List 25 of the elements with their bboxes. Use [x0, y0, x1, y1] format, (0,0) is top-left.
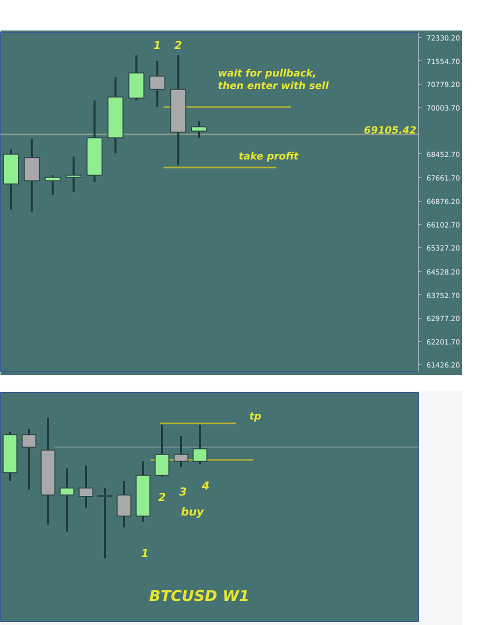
candlestick — [86, 99, 103, 183]
candlestick — [170, 54, 186, 166]
candlestick — [66, 156, 82, 193]
ref-line-label: 69105.42 — [364, 125, 416, 136]
ref-line-label: take profit — [238, 152, 300, 163]
ref-line-label: tp — [249, 411, 262, 422]
text: BTCUSD W1 — [149, 587, 250, 606]
annotation: 4 — [200, 480, 210, 493]
candlestick — [149, 60, 166, 108]
candlestick — [136, 460, 150, 523]
annotation: buy — [180, 505, 205, 518]
candlestick — [2, 148, 19, 210]
annotation: 1 — [153, 39, 162, 52]
candlestick — [78, 464, 94, 509]
ref-line-label: wait for pullback, then enter with sell — [218, 68, 330, 92]
candlestick — [107, 76, 124, 154]
annotation: 2 — [158, 490, 166, 504]
annotation: 3 — [179, 485, 188, 498]
candlestick — [116, 480, 132, 528]
candlestick — [40, 416, 56, 526]
annotation: 1 — [141, 547, 149, 560]
candlestick — [24, 138, 40, 213]
candlestick — [60, 467, 74, 533]
annotation: 2 — [174, 39, 182, 52]
candlestick — [191, 120, 208, 139]
